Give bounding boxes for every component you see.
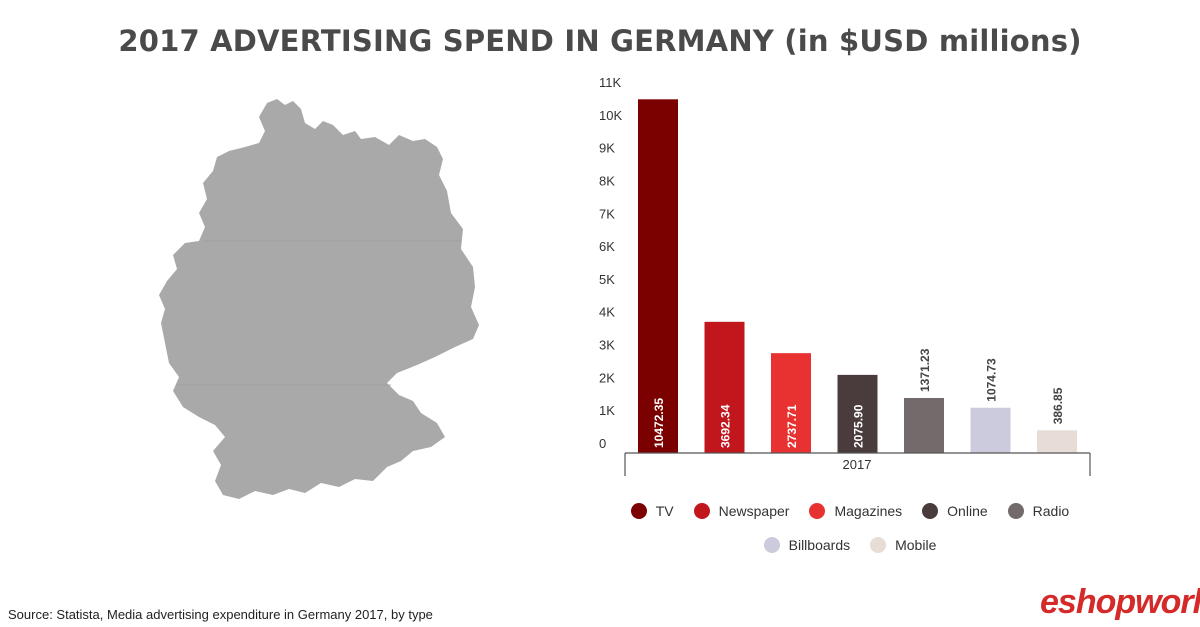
bar-billboards (970, 407, 1011, 453)
legend-label: Radio (1032, 503, 1070, 519)
y-tick-label: 8K (599, 173, 615, 188)
bar-radio (904, 397, 944, 453)
chart-title: 2017 ADVERTISING SPEND IN GERMANY (in $U… (118, 24, 1082, 58)
legend-item-online[interactable]: Online (922, 503, 988, 519)
bars (638, 99, 1077, 453)
bar-mobile (1037, 430, 1077, 453)
germany-map-shape (159, 99, 479, 499)
bar-online (837, 374, 878, 453)
legend-dot-icon (809, 503, 826, 519)
data-label-mobile: 386.85 (1051, 387, 1065, 424)
y-tick-label: 4K (599, 305, 615, 320)
germany-map-image (159, 99, 479, 499)
legend-item-tv[interactable]: TV (630, 503, 674, 519)
legend-row: TV Newspaper Magazines Online Radio (600, 498, 1100, 524)
legend-item-magazines[interactable]: Magazines (809, 503, 902, 519)
legend-dot-icon (1007, 503, 1024, 519)
y-tick-label: 10K (599, 108, 622, 123)
legend-label: TV (655, 503, 674, 519)
source-note: Source: Statista, Media advertising expe… (8, 607, 433, 622)
y-tick-label: 11K (599, 75, 621, 90)
legend-label: Billboards (788, 537, 851, 553)
y-tick-label: 2K (599, 370, 615, 385)
bar-tv (638, 99, 678, 453)
y-tick-label: 0 (599, 436, 606, 451)
legend-label: Mobile (895, 537, 937, 553)
legend-item-radio[interactable]: Radio (1007, 503, 1070, 519)
chart-legend: TV Newspaper Magazines Online Radio Billboard… (600, 498, 1100, 566)
data-label-magazines: 2737.71 (785, 404, 799, 448)
legend-dot-icon (922, 503, 939, 519)
legend-dot-icon (870, 537, 887, 553)
x-axis: 2017 (624, 452, 1091, 476)
y-tick-label: 6K (599, 239, 615, 254)
y-tick-label: 7K (599, 206, 615, 221)
data-label-tv: 10472.35 (652, 398, 666, 448)
bar-data-labels: 10472.35 3692.34 2737.71 2075.90 1371.23 1074… (652, 348, 1065, 448)
y-axis-ticks: 0 1K 2K 3K 4K 5K 6K 7K 8K 9K 10K 11K (599, 75, 622, 451)
data-label-online: 2075.90 (852, 404, 866, 448)
y-tick-label: 5K (599, 272, 615, 287)
legend-label: Newspaper (718, 503, 790, 519)
legend-dot-icon (630, 503, 647, 519)
legend-label: Magazines (834, 503, 903, 519)
bar-magazines (771, 353, 811, 453)
legend-item-newspaper[interactable]: Newspaper (693, 503, 790, 519)
data-label-newspaper: 3692.34 (719, 404, 733, 448)
legend-dot-icon (763, 537, 780, 553)
legend-label: Online (947, 503, 988, 519)
y-tick-label: 1K (599, 403, 615, 418)
eshopworld-logo: eshopworld (1040, 583, 1200, 621)
y-tick-label: 3K (599, 338, 615, 353)
x-category-label: 2017 (843, 457, 872, 472)
legend-dot-icon (693, 503, 710, 519)
bar-newspaper (704, 321, 745, 453)
legend-item-billboards[interactable]: Billboards (763, 537, 851, 553)
legend-item-mobile[interactable]: Mobile (870, 537, 936, 553)
legend-row: Billboards Mobile (600, 532, 1100, 558)
data-label-radio: 1371.23 (918, 348, 932, 392)
data-label-billboards: 1074.73 (985, 358, 999, 402)
y-tick-label: 9K (599, 141, 615, 156)
